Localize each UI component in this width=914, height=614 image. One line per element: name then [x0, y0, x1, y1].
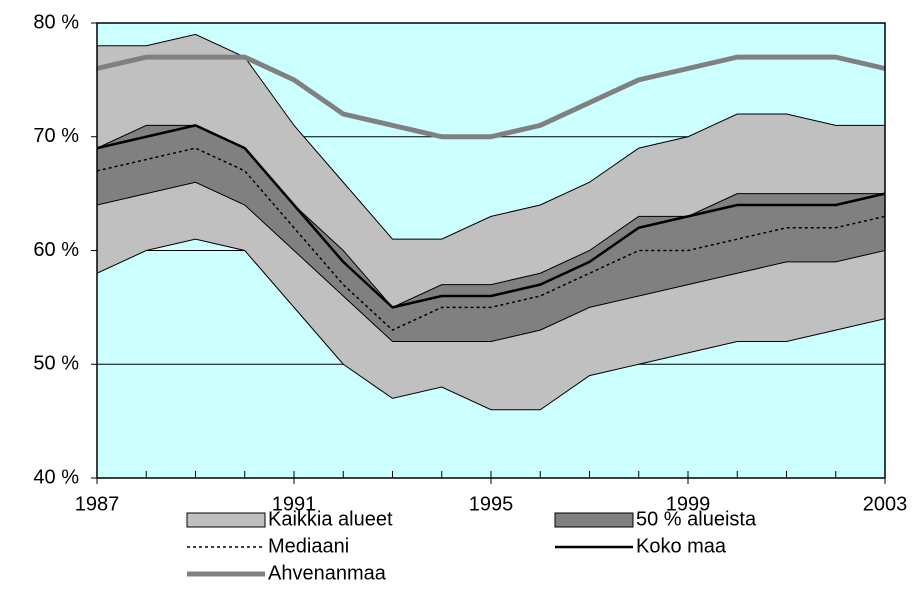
x-tick-label: 1995 — [469, 493, 514, 515]
legend-label: 50 % alueista — [636, 508, 757, 530]
line — [96, 54, 886, 140]
legend-swatch — [554, 512, 634, 528]
x-tick-label: 1991 — [272, 493, 317, 515]
line — [96, 147, 886, 331]
x-tick-label: 1999 — [666, 493, 711, 515]
y-tick-label: 80 % — [33, 11, 79, 33]
y-tick-label: 60 % — [33, 239, 79, 261]
legend-label: Mediaani — [268, 535, 349, 557]
legend-swatch — [186, 512, 266, 528]
line — [96, 124, 886, 309]
legend-label: Kaikkia alueet — [268, 508, 393, 530]
legend-label: Koko maa — [636, 535, 727, 557]
y-tick-label: 50 % — [33, 353, 79, 375]
y-tick-label: 70 % — [33, 125, 79, 147]
x-tick-label: 2003 — [863, 493, 908, 515]
x-tick-label: 1987 — [75, 493, 120, 515]
y-tick-label: 40 % — [33, 466, 79, 488]
legend-label: Ahvenanmaa — [268, 562, 387, 584]
